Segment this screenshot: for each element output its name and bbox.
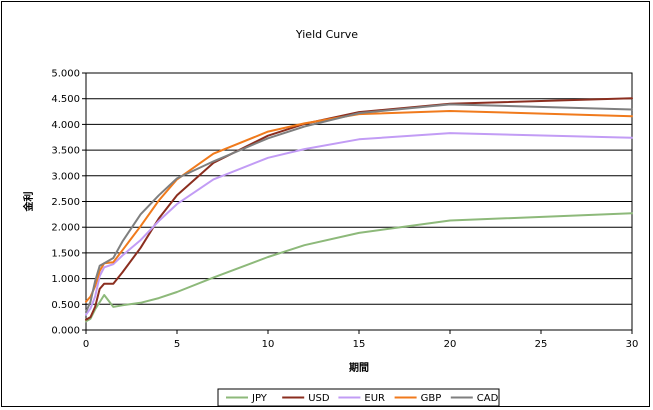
y-axis-title: 金利 <box>22 192 35 213</box>
x-tick-label: 0 <box>83 339 89 350</box>
series-line-gbp <box>85 110 633 303</box>
series-line-jpy <box>85 212 633 323</box>
y-tick-label: 3.500 <box>51 146 80 157</box>
legend-label-cad: CAD <box>477 393 499 404</box>
y-tick-label: 5.000 <box>51 69 80 80</box>
y-tick-label: 0.000 <box>51 326 80 337</box>
y-tick-label: 4.000 <box>51 120 80 131</box>
series-line-usd <box>85 97 633 321</box>
y-tick-label: 3.000 <box>51 171 80 182</box>
x-axis: 0 5 10 15 20 25 30 <box>83 330 639 350</box>
legend-label-usd: USD <box>308 393 330 404</box>
x-axis-title: 期間 <box>349 361 369 374</box>
series-line-cad <box>85 103 633 313</box>
y-tick-label: 1.000 <box>51 274 80 285</box>
y-tick-label: 4.500 <box>51 94 80 105</box>
series-layer <box>85 97 633 323</box>
legend-label-gbp: GBP <box>421 393 442 404</box>
chart-title: Yield Curve <box>295 28 358 41</box>
y-tick-label: 2.000 <box>51 223 80 234</box>
legend-label-eur: EUR <box>364 393 385 404</box>
legend-label-jpy: JPY <box>251 393 268 404</box>
x-tick-label: 15 <box>353 339 366 350</box>
x-tick-label: 5 <box>174 339 180 350</box>
y-axis: 0.000 0.500 1.000 1.500 2.000 2.500 3.000 3.500… <box>51 69 86 337</box>
x-tick-label: 25 <box>535 339 548 350</box>
x-tick-label: 10 <box>262 339 275 350</box>
x-tick-label: 20 <box>444 339 457 350</box>
y-tick-label: 2.500 <box>51 197 80 208</box>
y-tick-label: 0.500 <box>51 300 80 311</box>
series-line-eur <box>85 132 633 316</box>
legend: JPY USD EUR GBP CAD <box>217 388 500 407</box>
y-tick-label: 1.500 <box>51 248 80 259</box>
x-tick-label: 30 <box>626 339 639 350</box>
